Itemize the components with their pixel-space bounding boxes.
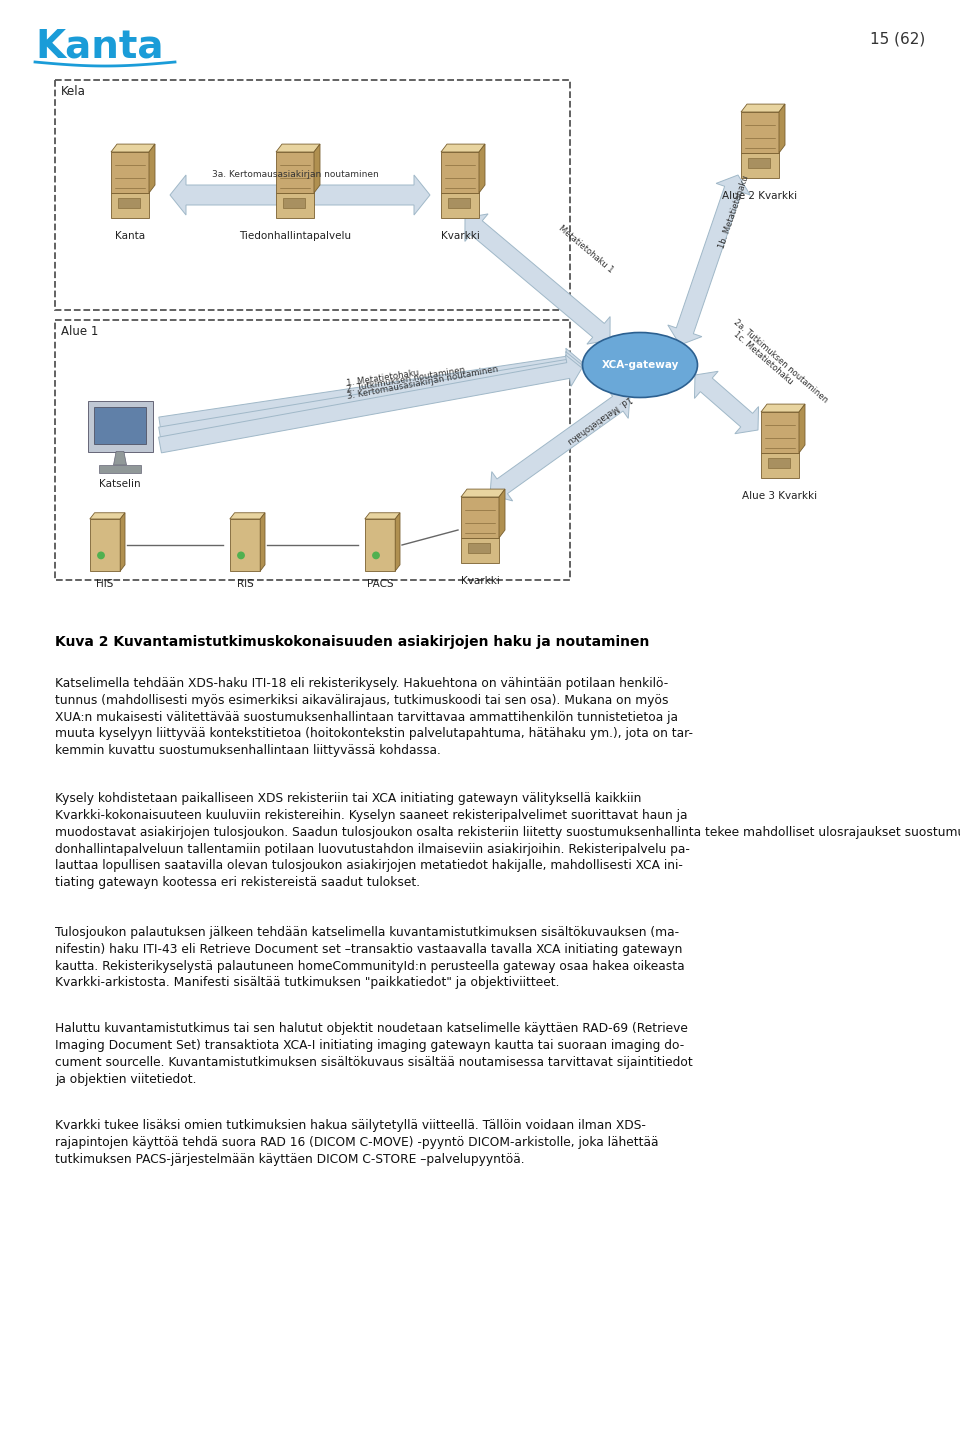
Text: Kvarkki tukee lisäksi omien tutkimuksien hakua säilytetyllä viitteellä. Tällöin : Kvarkki tukee lisäksi omien tutkimuksien… — [55, 1119, 659, 1165]
Text: Kvarkki: Kvarkki — [461, 575, 499, 585]
Polygon shape — [694, 371, 758, 434]
Polygon shape — [99, 464, 141, 473]
Polygon shape — [490, 389, 630, 500]
Text: 3a. Kertomausasiakirjan noutaminen: 3a. Kertomausasiakirjan noutaminen — [211, 170, 378, 179]
Text: Kanta: Kanta — [115, 231, 145, 241]
Polygon shape — [365, 519, 396, 571]
Polygon shape — [149, 144, 155, 193]
Polygon shape — [761, 404, 805, 412]
Polygon shape — [441, 193, 479, 218]
Polygon shape — [87, 401, 153, 451]
Polygon shape — [761, 453, 799, 477]
Polygon shape — [229, 513, 265, 519]
Polygon shape — [668, 174, 750, 345]
Text: Alue 1: Alue 1 — [61, 324, 98, 337]
Text: Kela: Kela — [61, 85, 85, 98]
Polygon shape — [479, 144, 485, 193]
Polygon shape — [276, 193, 314, 218]
Polygon shape — [229, 519, 260, 571]
Polygon shape — [113, 451, 127, 464]
Text: 2. Tutkimuksen noutaminen: 2. Tutkimuksen noutaminen — [346, 365, 466, 394]
Text: PACS: PACS — [367, 580, 394, 588]
Polygon shape — [741, 104, 785, 112]
Polygon shape — [465, 213, 611, 345]
Polygon shape — [748, 159, 770, 169]
Polygon shape — [767, 459, 790, 469]
Polygon shape — [276, 151, 314, 193]
Polygon shape — [314, 144, 320, 193]
Polygon shape — [461, 538, 499, 562]
Text: 15 (62): 15 (62) — [870, 32, 925, 48]
Polygon shape — [111, 144, 155, 151]
Bar — [55, 79, 570, 310]
Polygon shape — [111, 193, 149, 218]
Text: HIS: HIS — [96, 580, 113, 588]
Polygon shape — [170, 174, 430, 215]
Polygon shape — [158, 355, 582, 453]
Polygon shape — [158, 348, 582, 433]
Text: 1b. Metatietohaku: 1b. Metatietohaku — [717, 174, 750, 249]
Polygon shape — [761, 412, 799, 453]
Text: Alue 2 Kvarkki: Alue 2 Kvarkki — [723, 190, 798, 200]
Polygon shape — [158, 352, 582, 443]
Polygon shape — [365, 513, 400, 519]
Text: Kysely kohdistetaan paikalliseen XDS rekisteriin tai XCA initiating gatewayn väl: Kysely kohdistetaan paikalliseen XDS rek… — [55, 792, 960, 890]
Polygon shape — [94, 407, 146, 444]
Polygon shape — [282, 198, 305, 208]
Polygon shape — [276, 144, 320, 151]
Polygon shape — [260, 513, 265, 571]
Text: Tulosjoukon palautuksen jälkeen tehdään katselimella kuvantamistutkimuksen sisäl: Tulosjoukon palautuksen jälkeen tehdään … — [55, 926, 684, 989]
Polygon shape — [441, 144, 485, 151]
Text: Katselin: Katselin — [99, 479, 141, 489]
Text: 2a. Tutkimuksen noutaminen: 2a. Tutkimuksen noutaminen — [732, 317, 829, 405]
Text: Haluttu kuvantamistutkimus tai sen halutut objektit noudetaan katselimelle käytt: Haluttu kuvantamistutkimus tai sen halut… — [55, 1022, 693, 1086]
Text: Tiedonhallintapalvelu: Tiedonhallintapalvelu — [239, 231, 351, 241]
Polygon shape — [741, 153, 779, 177]
Text: Kvarkki: Kvarkki — [441, 231, 479, 241]
Polygon shape — [799, 404, 805, 453]
Text: Katselimella tehdään XDS-haku ITI-18 eli rekisterikysely. Hakuehtona on vähintää: Katselimella tehdään XDS-haku ITI-18 eli… — [55, 676, 693, 757]
Text: 1c. Metatietohaku: 1c. Metatietohaku — [732, 330, 795, 386]
Text: 1d. Metatietohaku: 1d. Metatietohaku — [566, 394, 634, 446]
Polygon shape — [90, 519, 120, 571]
Text: XCA-gateway: XCA-gateway — [601, 360, 679, 371]
Text: 3. Kertomausasiakirjan noutaminen: 3. Kertomausasiakirjan noutaminen — [346, 365, 498, 401]
Polygon shape — [447, 198, 470, 208]
Text: 1. Metatietohaku: 1. Metatietohaku — [346, 368, 420, 388]
Polygon shape — [396, 513, 400, 571]
Polygon shape — [441, 151, 479, 193]
Bar — [55, 320, 570, 580]
Circle shape — [238, 552, 244, 558]
Text: Metatietohaku 1: Metatietohaku 1 — [557, 224, 615, 275]
Polygon shape — [779, 104, 785, 153]
Polygon shape — [461, 489, 505, 497]
Polygon shape — [90, 513, 125, 519]
Polygon shape — [117, 198, 140, 208]
Text: RIS: RIS — [236, 580, 253, 588]
Text: Alue 3 Kvarkki: Alue 3 Kvarkki — [742, 490, 818, 500]
Polygon shape — [741, 112, 779, 153]
Text: Kuva 2 Kuvantamistutkimuskokonaisuuden asiakirjojen haku ja noutaminen: Kuva 2 Kuvantamistutkimuskokonaisuuden a… — [55, 634, 649, 649]
Ellipse shape — [583, 333, 698, 398]
Text: Kanta: Kanta — [35, 27, 163, 66]
Polygon shape — [120, 513, 125, 571]
Polygon shape — [111, 151, 149, 193]
Polygon shape — [499, 489, 505, 538]
Polygon shape — [461, 497, 499, 538]
Circle shape — [372, 552, 379, 558]
Circle shape — [98, 552, 105, 558]
Polygon shape — [468, 544, 490, 554]
